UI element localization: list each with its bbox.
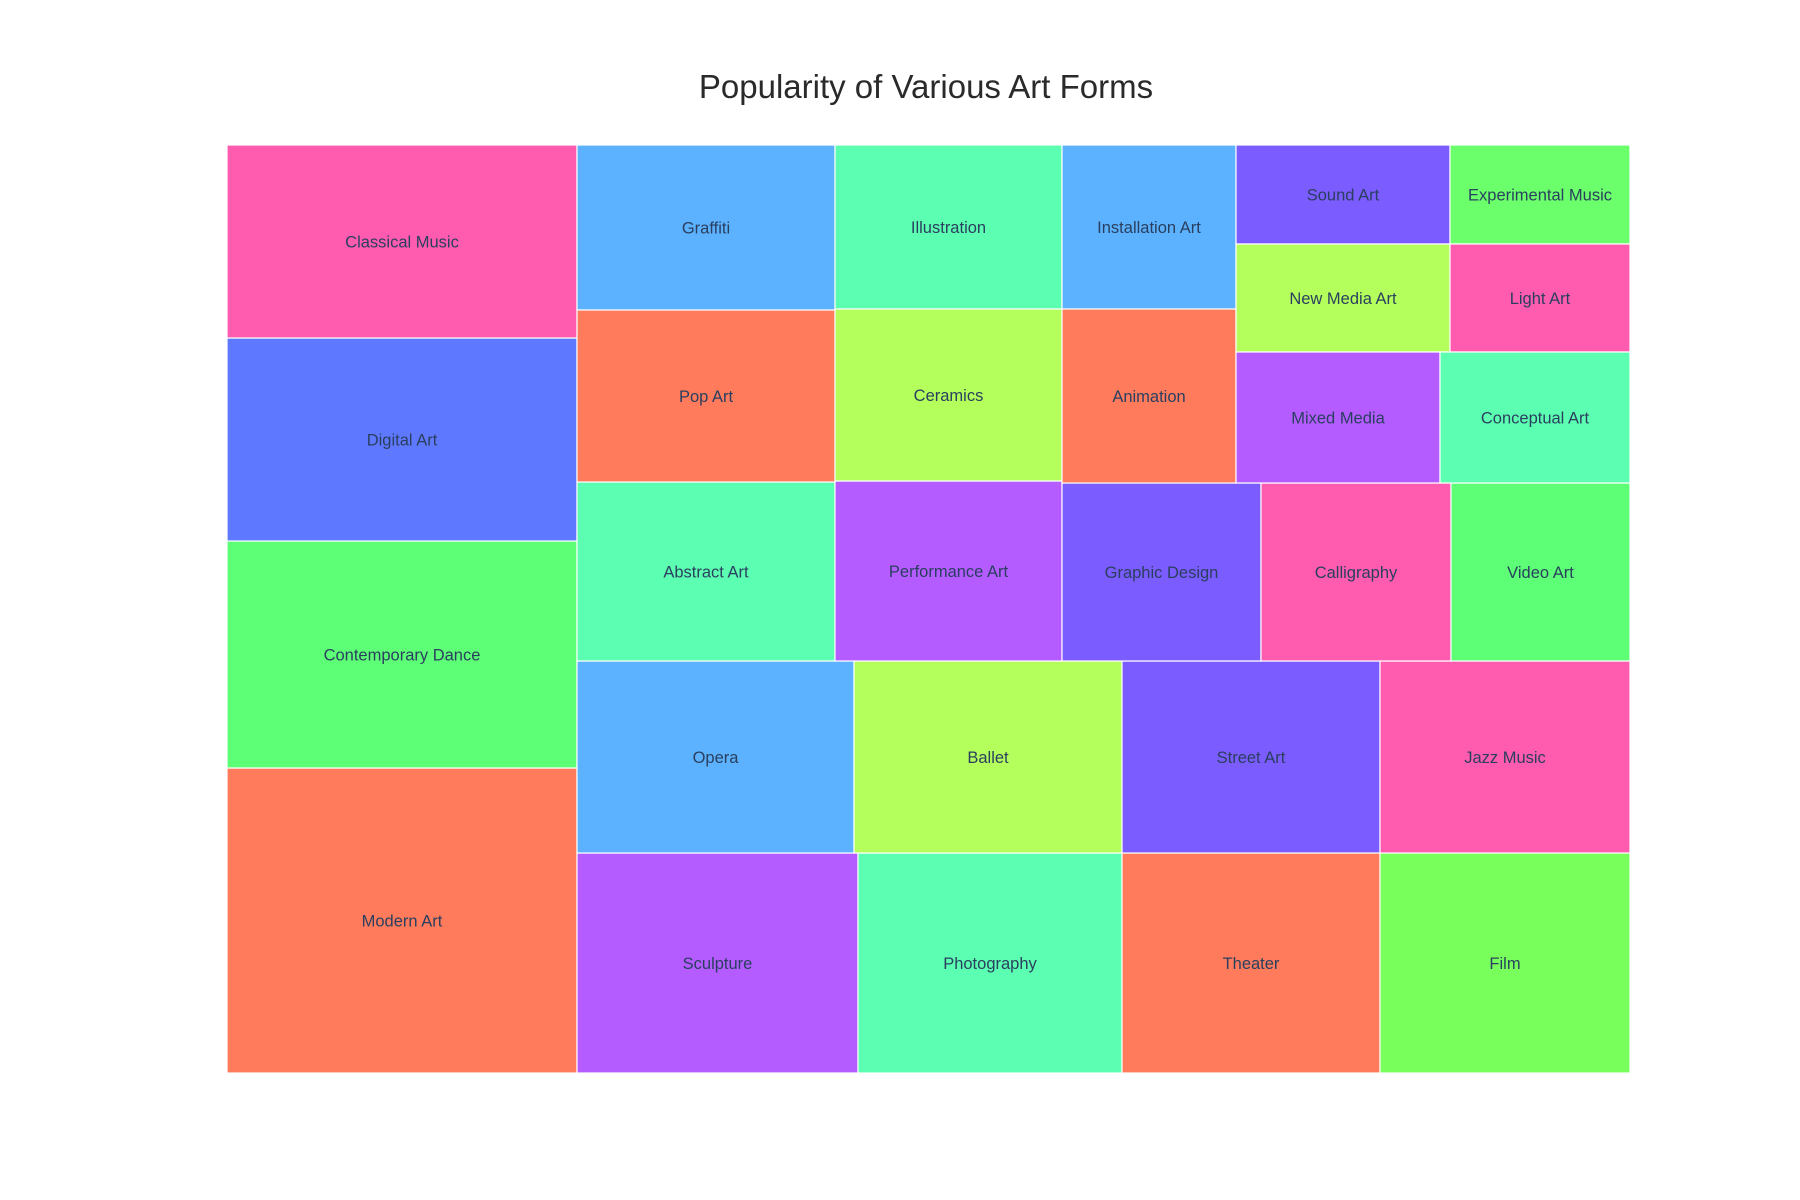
tile-label-opera: Opera	[693, 749, 740, 767]
tile-performance-art[interactable]	[834, 480, 1063, 662]
tile-label-sound-art: Sound Art	[1307, 187, 1380, 205]
tile-sound-art[interactable]	[1235, 144, 1451, 245]
tile-ceramics[interactable]	[834, 308, 1063, 482]
tile-label-conceptual-art: Conceptual Art	[1481, 410, 1590, 428]
tile-modern-art[interactable]	[226, 767, 578, 1074]
tile-label-digital-art: Digital Art	[367, 432, 438, 450]
tile-label-abstract-art: Abstract Art	[663, 564, 749, 582]
tile-street-art[interactable]	[1121, 660, 1381, 854]
tile-illustration[interactable]	[834, 144, 1063, 310]
tile-label-animation: Animation	[1112, 388, 1185, 406]
tile-calligraphy[interactable]	[1260, 482, 1452, 662]
tile-label-graphic-design: Graphic Design	[1105, 564, 1219, 582]
tile-photography[interactable]	[857, 852, 1123, 1074]
tile-label-calligraphy: Calligraphy	[1315, 564, 1398, 582]
tile-abstract-art[interactable]	[576, 481, 836, 662]
tile-label-pop-art: Pop Art	[679, 388, 734, 406]
tile-label-installation-art: Installation Art	[1097, 219, 1201, 237]
tile-video-art[interactable]	[1450, 482, 1631, 662]
tile-installation-art[interactable]	[1061, 144, 1237, 310]
tile-sculpture[interactable]	[576, 852, 859, 1074]
tile-label-street-art: Street Art	[1217, 749, 1286, 767]
tile-film[interactable]	[1379, 852, 1631, 1074]
tile-label-performance-art: Performance Art	[889, 563, 1009, 581]
tile-label-graffiti: Graffiti	[682, 220, 730, 238]
tile-animation[interactable]	[1061, 308, 1237, 484]
tile-experimental-music[interactable]	[1449, 144, 1631, 245]
tile-label-light-art: Light Art	[1510, 290, 1571, 308]
tile-digital-art[interactable]	[226, 337, 578, 542]
tile-label-ballet: Ballet	[967, 749, 1009, 767]
tile-label-mixed-media: Mixed Media	[1291, 410, 1385, 428]
tile-label-new-media-art: New Media Art	[1289, 290, 1397, 308]
tile-new-media-art[interactable]	[1235, 243, 1451, 353]
tile-label-illustration: Illustration	[911, 219, 986, 237]
tile-label-photography: Photography	[943, 955, 1037, 973]
tile-opera[interactable]	[576, 660, 855, 854]
tile-label-contemporary-dance: Contemporary Dance	[324, 647, 481, 665]
tile-label-theater: Theater	[1223, 955, 1280, 973]
tile-graphic-design[interactable]	[1061, 482, 1262, 662]
tile-theater[interactable]	[1121, 852, 1381, 1074]
tile-label-ceramics: Ceramics	[914, 387, 984, 405]
tile-ballet[interactable]	[853, 660, 1123, 854]
chart-title: Popularity of Various Art Forms	[698, 68, 1154, 105]
tile-label-jazz-music: Jazz Music	[1464, 749, 1546, 767]
tile-light-art[interactable]	[1449, 243, 1631, 353]
tile-label-modern-art: Modern Art	[362, 913, 443, 931]
tile-pop-art[interactable]	[576, 309, 836, 483]
tile-label-video-art: Video Art	[1507, 564, 1574, 582]
tile-classical-music[interactable]	[226, 144, 578, 339]
tile-label-experimental-music: Experimental Music	[1468, 187, 1612, 205]
tile-jazz-music[interactable]	[1379, 660, 1631, 854]
tile-label-sculpture: Sculpture	[683, 955, 753, 973]
tile-label-classical-music: Classical Music	[345, 234, 459, 252]
tile-graffiti[interactable]	[576, 144, 836, 311]
tile-label-film: Film	[1489, 955, 1520, 973]
tile-conceptual-art[interactable]	[1439, 351, 1631, 484]
